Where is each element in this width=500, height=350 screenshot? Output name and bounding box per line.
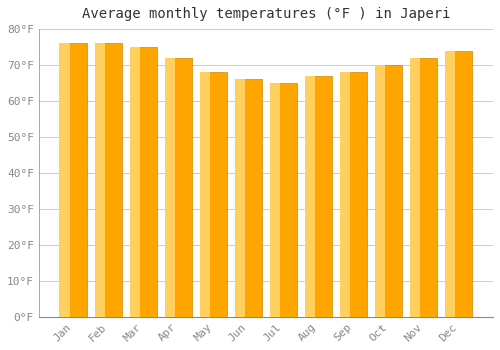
Bar [445,51,456,317]
Bar [270,83,280,317]
Bar [130,47,140,317]
Bar [340,72,350,317]
Bar [234,79,262,317]
Bar [130,47,157,317]
Bar [375,65,402,317]
Title: Average monthly temperatures (°F ) in Japeri: Average monthly temperatures (°F ) in Ja… [82,7,450,21]
Bar [305,76,315,317]
Bar [340,72,367,317]
Bar [375,65,386,317]
Bar [305,76,332,317]
Bar [234,79,245,317]
Bar [445,51,472,317]
Bar [60,43,70,317]
Bar [200,72,227,317]
Bar [200,72,210,317]
Bar [410,58,438,317]
Bar [164,58,192,317]
Bar [410,58,420,317]
Bar [60,43,87,317]
Bar [164,58,175,317]
Bar [270,83,297,317]
Bar [94,43,105,317]
Bar [94,43,122,317]
